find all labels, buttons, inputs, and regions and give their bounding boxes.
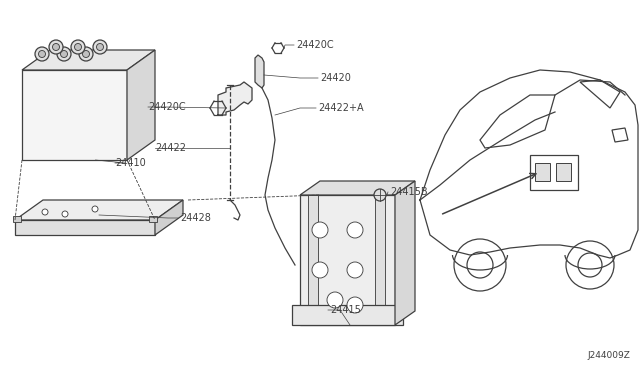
Circle shape xyxy=(312,222,328,238)
Bar xyxy=(375,195,385,325)
Text: 24410: 24410 xyxy=(115,158,146,168)
Polygon shape xyxy=(218,82,252,115)
Bar xyxy=(556,163,571,181)
Bar xyxy=(535,163,550,181)
Circle shape xyxy=(38,51,45,58)
Bar xyxy=(300,195,395,325)
Polygon shape xyxy=(300,181,415,195)
Polygon shape xyxy=(127,50,155,160)
Circle shape xyxy=(347,222,363,238)
Text: 24415: 24415 xyxy=(330,305,361,315)
Text: 24422: 24422 xyxy=(155,143,186,153)
Text: 24428: 24428 xyxy=(180,213,211,223)
Circle shape xyxy=(97,44,104,51)
Text: 24422+A: 24422+A xyxy=(318,103,364,113)
Text: 24420: 24420 xyxy=(320,73,351,83)
Circle shape xyxy=(312,262,328,278)
Polygon shape xyxy=(15,220,155,235)
Circle shape xyxy=(49,40,63,54)
Bar xyxy=(22,70,127,160)
Polygon shape xyxy=(255,55,264,88)
Circle shape xyxy=(61,51,67,58)
Polygon shape xyxy=(15,200,183,220)
Circle shape xyxy=(347,297,363,313)
Text: 24420C: 24420C xyxy=(296,40,333,50)
Circle shape xyxy=(62,211,68,217)
Bar xyxy=(149,216,157,222)
Polygon shape xyxy=(155,200,183,235)
Polygon shape xyxy=(22,50,155,70)
Text: 24415B: 24415B xyxy=(390,187,428,197)
Circle shape xyxy=(374,189,386,201)
Circle shape xyxy=(35,47,49,61)
Circle shape xyxy=(327,292,343,308)
Circle shape xyxy=(71,40,85,54)
Bar xyxy=(530,155,578,190)
Circle shape xyxy=(92,206,98,212)
Circle shape xyxy=(42,209,48,215)
Circle shape xyxy=(79,47,93,61)
Circle shape xyxy=(52,44,60,51)
Text: 24420C: 24420C xyxy=(148,102,186,112)
Circle shape xyxy=(83,51,90,58)
Bar xyxy=(292,305,403,325)
Circle shape xyxy=(57,47,71,61)
Circle shape xyxy=(347,262,363,278)
Circle shape xyxy=(74,44,81,51)
Polygon shape xyxy=(395,181,415,325)
Bar xyxy=(13,216,21,222)
Text: J244009Z: J244009Z xyxy=(587,351,630,360)
Bar xyxy=(308,195,318,325)
Circle shape xyxy=(93,40,107,54)
